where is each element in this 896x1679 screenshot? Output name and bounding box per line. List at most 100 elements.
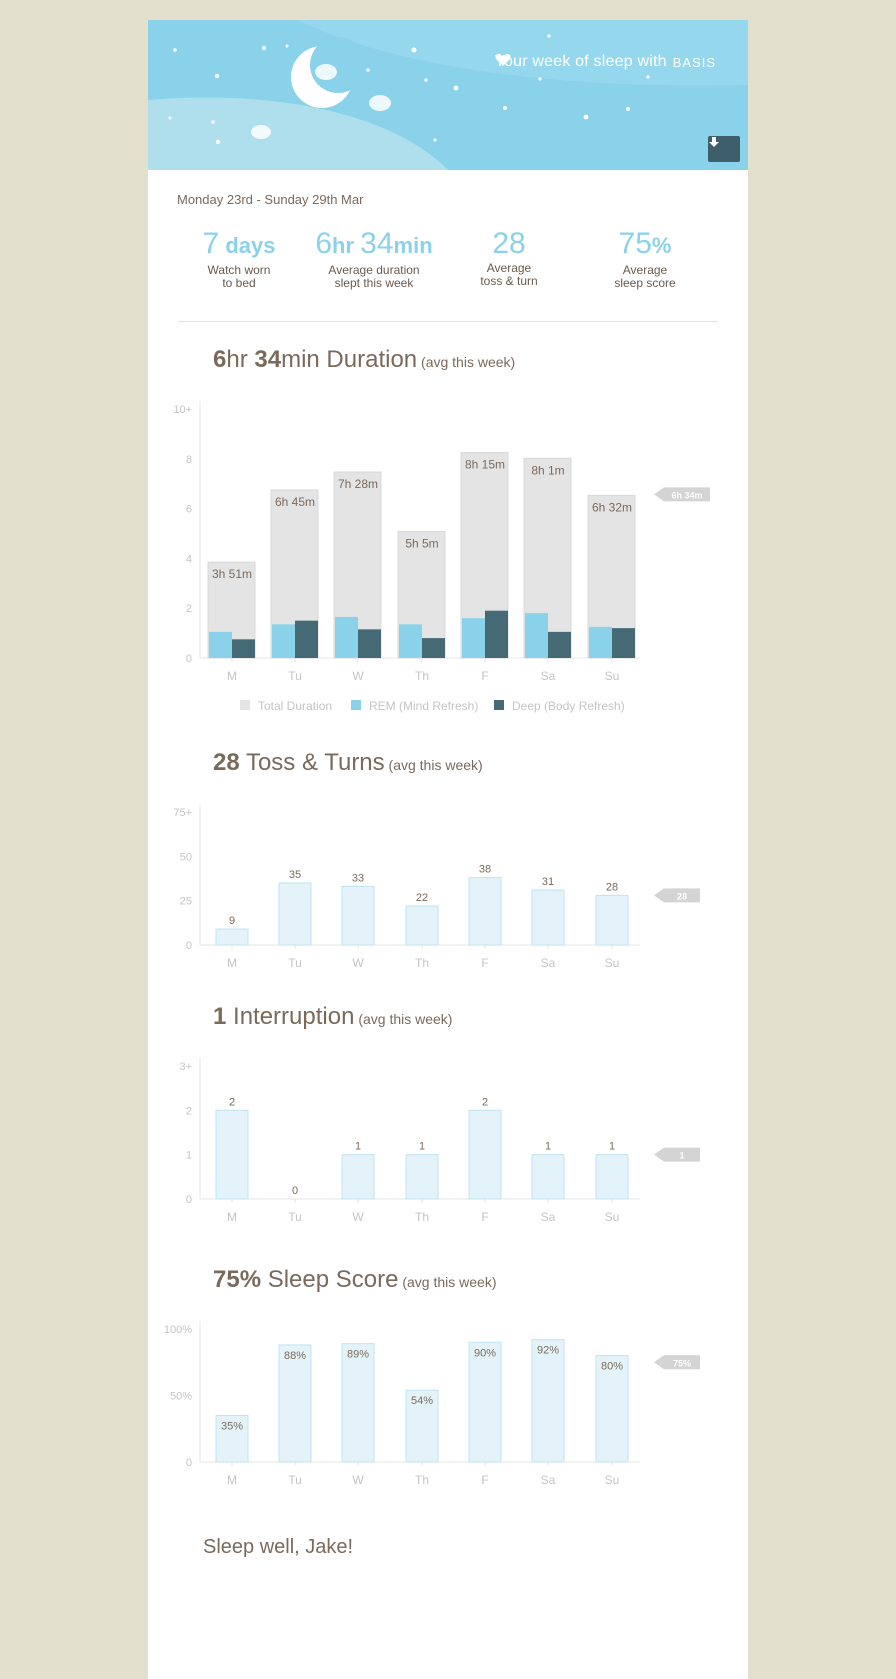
- stat-label-line: Average: [486, 261, 532, 275]
- x-tick-label: Sa: [541, 956, 556, 970]
- bar: [215, 1109, 249, 1200]
- average-marker: [654, 1355, 700, 1370]
- bar: [595, 1154, 629, 1200]
- title-number: 34: [254, 346, 282, 373]
- bar-data-label: 80%: [601, 1361, 623, 1373]
- stat-value: 6hr 34min: [304, 228, 444, 262]
- stat-toss-turn: 28 Average toss & turn: [439, 228, 579, 288]
- x-tick-label: Tu: [288, 669, 302, 683]
- rem-bar: [335, 616, 358, 658]
- duration-title: 6hr 34min Duration (avg this week): [213, 346, 515, 374]
- interruption-chart: 0 1 2 3+ M Tu W Th F Sa Su 2 0 1 1 2 1 1 1: [148, 1052, 748, 1237]
- banner-title-text: Your week of sleep with: [494, 53, 667, 70]
- bar: [278, 882, 312, 946]
- brand-logo-text: BASIS: [672, 54, 716, 70]
- x-tick-label: Tu: [288, 956, 302, 970]
- bar-data-label: 35: [289, 869, 301, 881]
- stat-label: Watch worn to bed: [169, 264, 309, 290]
- title-name: Duration: [319, 346, 418, 373]
- title-number: 6: [213, 346, 227, 373]
- score-chart: 0 50% 100% M Tu W Th F Sa Su 35% 88% 89% 54% 90% 92% 80%…: [148, 1315, 748, 1505]
- duration-data-label: 5h 5m: [405, 537, 438, 551]
- x-tick-label: Sa: [541, 1210, 556, 1224]
- duration-chart-svg: 0 2 4 6 8 10+ M Tu W Th F Sa Su 3h 51m 6h 45m 7h 28m 5h …: [173, 401, 710, 713]
- bar: [341, 885, 375, 946]
- chart-svg: 0 1 2 3+ M Tu W Th F Sa Su 2 0 1 1 2 1 1 1: [179, 1058, 700, 1224]
- bar-data-label: 89%: [347, 1349, 369, 1361]
- chart-svg: 0 50% 100% M Tu W Th F Sa Su 35% 88% 89% 54% 90% 92% 80%…: [164, 1321, 700, 1487]
- stat-label-line: toss & turn: [480, 274, 538, 288]
- deep-bar: [548, 631, 571, 658]
- title-name: Interruption: [226, 1003, 355, 1030]
- title-number: 75%: [213, 1266, 262, 1293]
- y-tick-label: 2: [186, 603, 192, 615]
- title-unit: min: [281, 346, 320, 373]
- bar: [341, 1343, 375, 1463]
- x-tick-label: F: [481, 1473, 488, 1487]
- legend-label: Deep (Body Refresh): [512, 699, 625, 713]
- title-subtitle: (avg this week): [417, 354, 516, 370]
- signoff: Sleep well, Jake!: [203, 1536, 354, 1558]
- rem-bar: [589, 626, 612, 658]
- stat-number: 75: [618, 227, 652, 260]
- y-tick-label: 10+: [173, 404, 192, 416]
- y-tick-label: 1: [186, 1150, 192, 1162]
- bar-data-label: 90%: [474, 1347, 496, 1359]
- bar-data-label: 1: [419, 1141, 425, 1153]
- bar-data-label: 22: [416, 892, 428, 904]
- bar-data-label: 1: [355, 1141, 361, 1153]
- bar: [595, 1355, 629, 1463]
- y-tick-label: 25: [180, 896, 192, 908]
- bar-data-label: 92%: [537, 1345, 559, 1357]
- score-title: 75% Sleep Score (avg this week): [213, 1266, 497, 1294]
- y-tick-label: 0: [186, 940, 192, 952]
- divider: [178, 321, 718, 322]
- x-tick-label: W: [352, 669, 364, 683]
- duration-data-label: 6h 32m: [592, 500, 632, 514]
- deep-bar: [232, 639, 255, 658]
- deep-bar: [612, 628, 635, 658]
- x-tick-label: W: [352, 1473, 364, 1487]
- stat-unit: min: [393, 233, 433, 258]
- title-name: Sleep Score: [261, 1266, 399, 1293]
- stat-number: 34: [360, 227, 394, 260]
- y-tick-label: 0: [186, 1194, 192, 1206]
- title-unit: hr: [226, 346, 255, 373]
- x-tick-label: Th: [415, 1210, 429, 1224]
- x-tick-label: M: [227, 669, 237, 683]
- y-tick-label: 75+: [173, 807, 192, 819]
- night-sky-illustration: [148, 20, 748, 170]
- x-tick-label: Tu: [288, 1210, 302, 1224]
- stat-unit: hr: [332, 233, 361, 258]
- stat-label: Average sleep score: [575, 264, 715, 290]
- duration-data-label: 3h 51m: [212, 567, 252, 581]
- banner-title: Your week of sleep with BASIS: [495, 53, 716, 71]
- stat-number: 7: [202, 227, 220, 260]
- bar-data-label: 28: [606, 881, 618, 893]
- x-tick-label: M: [227, 1210, 237, 1224]
- stat-label: Average toss & turn: [439, 262, 579, 288]
- average-marker-label: 28: [677, 891, 687, 901]
- rem-bar: [462, 618, 485, 658]
- interruption-title: 1 Interruption (avg this week): [213, 1003, 452, 1031]
- bar: [468, 1109, 502, 1200]
- bar-data-label: 1: [609, 1141, 615, 1153]
- stat-label-line: Average: [622, 263, 668, 277]
- bar-data-label: 33: [352, 872, 364, 884]
- x-tick-label: W: [352, 1210, 364, 1224]
- average-marker: [654, 888, 700, 903]
- y-tick-label: 100%: [164, 1324, 192, 1336]
- x-tick-label: F: [481, 669, 488, 683]
- y-tick-label: 6: [186, 504, 192, 516]
- y-tick-label: 0: [186, 1457, 192, 1469]
- title-name: Toss & Turns: [239, 749, 385, 776]
- legend-label: Total Duration: [258, 699, 332, 713]
- bar-data-label: 2: [229, 1096, 235, 1108]
- title-number: 28: [213, 749, 240, 776]
- bar: [531, 1154, 565, 1200]
- download-button[interactable]: [708, 136, 740, 162]
- heart-icon: [495, 54, 511, 66]
- stat-value: 75%: [575, 228, 715, 262]
- bar: [405, 1389, 439, 1463]
- stat-number: 6: [315, 227, 333, 260]
